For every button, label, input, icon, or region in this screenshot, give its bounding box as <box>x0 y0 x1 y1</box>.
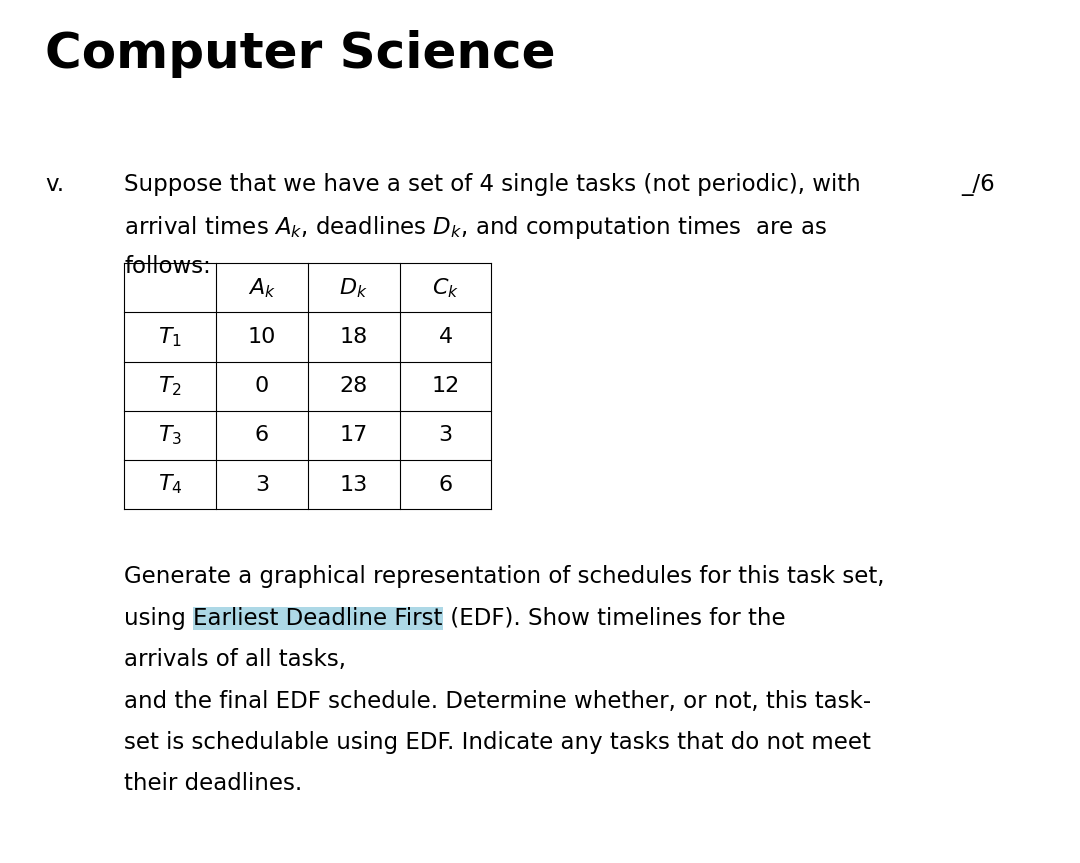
Text: using: using <box>124 607 193 630</box>
Text: Suppose that we have a set of 4 single tasks (not periodic), with: Suppose that we have a set of 4 single t… <box>124 173 861 196</box>
Text: $A_k$: $A_k$ <box>248 276 275 299</box>
Text: $C_k$: $C_k$ <box>432 276 459 299</box>
Text: Computer Science: Computer Science <box>45 30 556 79</box>
Text: 6: 6 <box>255 425 269 445</box>
Text: Generate a graphical representation of schedules for this task set,: Generate a graphical representation of s… <box>124 565 885 589</box>
Text: set is schedulable using EDF. Indicate any tasks that do not meet: set is schedulable using EDF. Indicate a… <box>124 731 872 754</box>
Text: 6: 6 <box>438 475 453 494</box>
Text: 12: 12 <box>431 376 460 396</box>
Text: and the final EDF schedule. Determine whether, or not, this task-: and the final EDF schedule. Determine wh… <box>124 690 872 713</box>
Text: 4: 4 <box>438 327 453 347</box>
Text: 17: 17 <box>339 425 368 445</box>
Text: $T_3$: $T_3$ <box>158 424 183 447</box>
Text: arrival times $A_k$, deadlines $D_k$, and computation times  are as: arrival times $A_k$, deadlines $D_k$, an… <box>124 214 827 241</box>
Text: 3: 3 <box>438 425 453 445</box>
Text: arrivals of all tasks,: arrivals of all tasks, <box>124 648 347 671</box>
Text: _/6: _/6 <box>961 173 995 196</box>
Text: their deadlines.: their deadlines. <box>124 772 302 796</box>
Text: 10: 10 <box>247 327 276 347</box>
Text: follows:: follows: <box>124 255 211 279</box>
Text: $T_4$: $T_4$ <box>158 473 183 496</box>
Text: $T_2$: $T_2$ <box>158 375 183 398</box>
Text: 28: 28 <box>339 376 368 396</box>
Text: 18: 18 <box>339 327 368 347</box>
Text: $T_1$: $T_1$ <box>158 325 183 349</box>
Text: $D_k$: $D_k$ <box>339 276 368 299</box>
Text: 0: 0 <box>255 376 269 396</box>
Text: (EDF). Show timelines for the: (EDF). Show timelines for the <box>443 607 785 630</box>
Text: 13: 13 <box>339 475 368 494</box>
Text: Earliest Deadline First: Earliest Deadline First <box>193 607 443 630</box>
Text: 3: 3 <box>255 475 269 494</box>
Text: v.: v. <box>45 173 65 196</box>
